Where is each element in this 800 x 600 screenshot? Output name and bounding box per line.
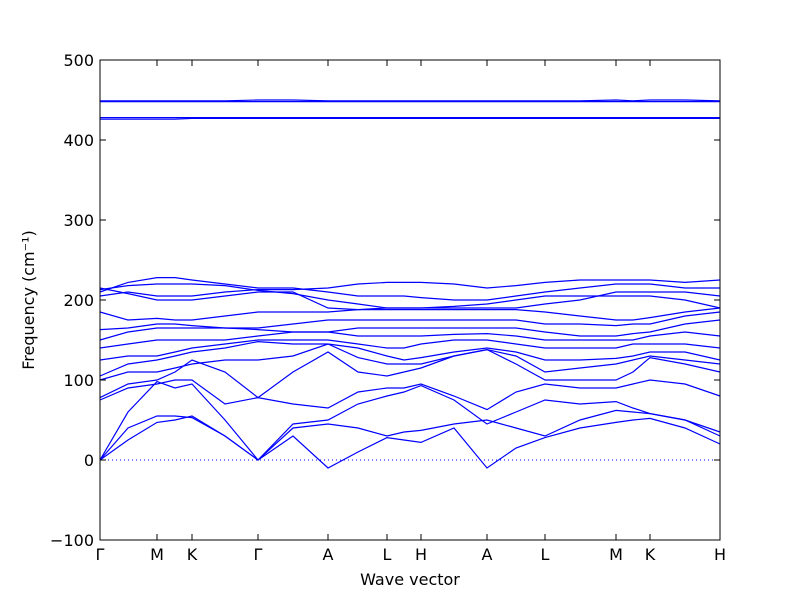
band-line — [99, 277, 720, 301]
y-tick-label: 200 — [63, 291, 94, 310]
band-line — [99, 311, 721, 331]
band-line — [99, 380, 721, 461]
x-tick-label: H — [714, 545, 726, 564]
x-tick-label: K — [187, 545, 198, 564]
band-line — [99, 379, 721, 411]
y-tick-label: 400 — [63, 131, 94, 150]
x-tick-label: H — [415, 545, 427, 564]
y-tick-label: −100 — [50, 531, 94, 550]
y-tick-label: 0 — [84, 451, 94, 470]
x-tick-label: Γ — [96, 545, 105, 564]
x-tick-label: A — [482, 545, 493, 564]
band-line — [99, 319, 721, 341]
y-tick-label: 100 — [63, 371, 94, 390]
x-tick-label: M — [150, 545, 164, 564]
band-line — [99, 340, 721, 377]
y-tick-label: 300 — [63, 211, 94, 230]
band-line — [99, 339, 721, 361]
band-line — [100, 99, 721, 102]
band-line — [99, 409, 721, 461]
band-line — [99, 279, 721, 297]
x-tick-label: L — [541, 545, 550, 564]
band-line — [99, 331, 721, 349]
y-axis-label: Frequency (cm⁻¹) — [19, 230, 38, 369]
band-line — [99, 348, 721, 399]
x-tick-label: Γ — [254, 545, 263, 564]
x-tick-label: M — [609, 545, 623, 564]
x-tick-label: K — [645, 545, 656, 564]
x-tick-label: A — [323, 545, 334, 564]
x-axis-label: Wave vector — [360, 570, 460, 589]
band-line — [99, 343, 721, 381]
x-tick-label: L — [383, 545, 392, 564]
y-tick-label: 500 — [63, 51, 94, 70]
band-line — [99, 287, 721, 311]
band-line — [100, 117, 720, 120]
band-line — [99, 307, 721, 321]
